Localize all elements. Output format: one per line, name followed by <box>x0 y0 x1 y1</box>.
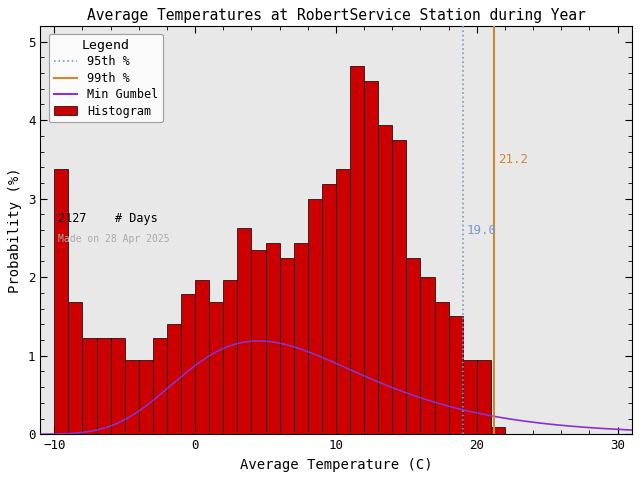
Text: 21.2: 21.2 <box>498 153 528 166</box>
Bar <box>294 242 308 434</box>
Bar <box>406 258 420 434</box>
Bar <box>111 338 125 434</box>
Bar <box>125 360 139 434</box>
Bar <box>378 125 392 434</box>
Bar <box>322 184 336 434</box>
X-axis label: Average Temperature (C): Average Temperature (C) <box>239 457 432 472</box>
Title: Average Temperatures at RobertService Station during Year: Average Temperatures at RobertService St… <box>86 8 586 24</box>
Y-axis label: Probability (%): Probability (%) <box>8 167 22 293</box>
Bar <box>223 279 237 434</box>
Bar <box>477 360 491 434</box>
Bar <box>181 294 195 434</box>
Bar <box>209 301 223 434</box>
Bar <box>463 360 477 434</box>
Text: 2127    # Days: 2127 # Days <box>58 212 157 225</box>
Bar <box>392 140 406 434</box>
Bar <box>435 301 449 434</box>
Bar <box>97 338 111 434</box>
Bar <box>280 258 294 434</box>
Bar <box>449 316 463 434</box>
Bar <box>68 301 83 434</box>
Bar <box>167 324 181 434</box>
Bar <box>491 427 505 434</box>
Bar <box>266 242 280 434</box>
Bar <box>308 199 322 434</box>
Bar <box>350 66 364 434</box>
Bar <box>153 338 167 434</box>
Bar <box>252 251 266 434</box>
Bar <box>237 228 252 434</box>
Legend: 95th %, 99th %, Min Gumbel, Histogram: 95th %, 99th %, Min Gumbel, Histogram <box>49 34 163 122</box>
Bar <box>139 360 153 434</box>
Bar <box>336 169 350 434</box>
Bar <box>420 277 435 434</box>
Bar <box>364 81 378 434</box>
Text: 19.0: 19.0 <box>467 224 497 237</box>
Text: Made on 28 Apr 2025: Made on 28 Apr 2025 <box>58 234 170 244</box>
Bar <box>83 338 97 434</box>
Bar <box>54 169 68 434</box>
Bar <box>195 279 209 434</box>
